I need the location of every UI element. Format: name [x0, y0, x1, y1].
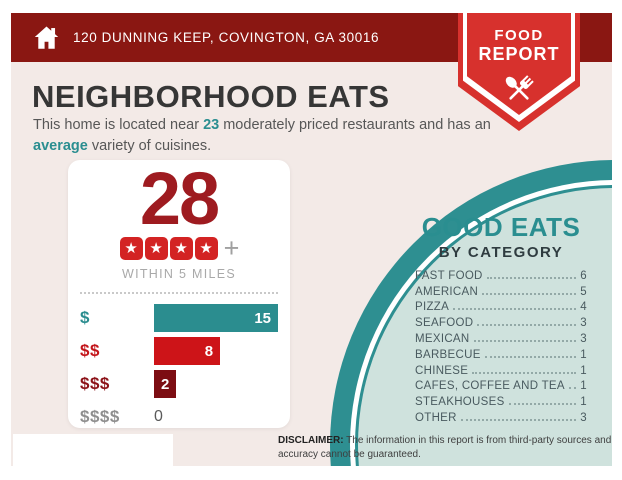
dot-leader	[486, 276, 577, 279]
dotted-divider	[80, 292, 278, 294]
page-title: NEIGHBORHOOD EATS	[32, 79, 390, 114]
radius-caption: WITHIN 5 MILES	[121, 267, 237, 281]
star-icon: ★	[144, 237, 168, 260]
good-eats-title: GOOD EATS	[421, 212, 581, 242]
disclaimer-label: DISCLAIMER:	[278, 435, 344, 446]
category-label: SEAFOOD	[415, 317, 474, 330]
category-label: FAST FOOD	[415, 269, 483, 282]
plus-glyph: +	[223, 233, 240, 263]
disclaimer-text: DISCLAIMER: The information in this repo…	[278, 434, 612, 461]
report-summary-text: This home is located near 23 moderately …	[33, 115, 495, 156]
report-panel: 120 DUNNING KEEP, COVINGTON, GA 30016 NE…	[11, 13, 612, 466]
price-tier-label: $$$$	[80, 407, 120, 426]
category-row: CHINESE 1	[415, 361, 587, 377]
category-label: STEAKHOUSES	[415, 396, 505, 409]
restaurant-stat-card: 28 ★ ★ ★ ★ + WITHIN 5 MILES $ 15 $$	[68, 160, 290, 428]
category-label: AMERICAN	[415, 285, 479, 298]
bar-value: 0	[154, 408, 163, 425]
property-address: 120 DUNNING KEEP, COVINGTON, GA 30016	[73, 30, 380, 45]
price-bar-row: $$$ 2	[80, 370, 278, 398]
category-row: OTHER 3	[415, 408, 587, 424]
dot-leader	[568, 387, 577, 390]
category-row: PIZZA 4	[415, 298, 587, 314]
price-tier-label: $	[80, 308, 90, 327]
restaurant-count-highlight: 23	[203, 117, 220, 133]
category-row: STEAKHOUSES 1	[415, 392, 587, 408]
star-icon: ★	[119, 237, 143, 260]
badge-line1: FOOD	[494, 27, 544, 44]
star-icon: ★	[169, 237, 193, 260]
price-tier-label: $$$	[80, 374, 110, 393]
category-count: 3	[580, 332, 587, 345]
home-icon	[34, 26, 59, 49]
bar-track: 0	[154, 403, 278, 431]
bar-value: 2	[160, 375, 170, 393]
bar: 15	[154, 304, 278, 332]
category-row: BARBECUE 1	[415, 345, 587, 361]
dot-leader	[484, 355, 577, 358]
price-tier-label: $$	[80, 341, 100, 360]
category-row: MEXICAN 3	[415, 329, 587, 345]
dot-leader	[508, 403, 577, 406]
price-tier-bar-chart: $ 15 $$ 8 $$$	[68, 294, 290, 431]
category-label: OTHER	[415, 411, 457, 424]
price-bar-row: $ 15	[80, 304, 278, 332]
disclaimer-body: The information in this report is from t…	[278, 435, 612, 460]
bar-track: 15	[154, 304, 278, 332]
good-eats-subtitle: BY CATEGORY	[438, 244, 564, 261]
category-count: 3	[580, 317, 587, 330]
star-rating: ★ ★ ★ ★ +	[68, 233, 290, 263]
badge-line2: REPORT	[478, 44, 560, 64]
bar-track: 2	[154, 370, 278, 398]
star-icon: ★	[194, 237, 218, 260]
bar-value: 8	[204, 342, 214, 360]
category-label: CAFES, COFFEE AND TEA	[415, 380, 565, 393]
category-count: 6	[580, 269, 587, 282]
category-row: AMERICAN 5	[415, 282, 587, 298]
summary-part1: This home is located near	[33, 117, 204, 133]
bar: 0	[154, 403, 163, 431]
dot-leader	[482, 292, 577, 295]
category-count: 4	[580, 301, 587, 314]
dot-leader	[477, 324, 577, 327]
category-label: PIZZA	[415, 301, 450, 314]
category-count: 1	[580, 348, 587, 361]
bar: 8	[154, 337, 221, 365]
star-tiles: ★ ★ ★ ★	[119, 237, 219, 260]
category-row: SEAFOOD 3	[415, 313, 587, 329]
bottom-left-white-block	[13, 434, 173, 466]
crossed-spoon-and-fork-icon	[505, 75, 534, 100]
summary-part2: moderately priced restaurants and has an	[219, 117, 491, 133]
category-count: 1	[580, 364, 587, 377]
category-row: CAFES, COFFEE AND TEA 1	[415, 377, 587, 393]
food-report-badge: FOOD REPORT	[458, 13, 580, 131]
bar: 2	[154, 370, 177, 398]
dot-leader	[473, 339, 577, 342]
category-label: CHINESE	[415, 364, 469, 377]
category-count: 1	[580, 396, 587, 409]
category-count: 3	[580, 411, 587, 424]
summary-part3: variety of cuisines.	[87, 137, 212, 154]
variety-highlight: average	[33, 137, 88, 154]
dot-leader	[472, 371, 577, 374]
price-bar-row: $$$$ 0	[80, 403, 278, 431]
good-eats-heading: GOOD EATS BY CATEGORY	[395, 212, 607, 261]
category-label: MEXICAN	[415, 332, 470, 345]
category-list: FAST FOOD 6 AMERICAN 5 PIZZA 4 SEAFOOD 3 MEX…	[415, 266, 587, 424]
category-count: 1	[580, 380, 587, 393]
category-label: BARBECUE	[415, 348, 481, 361]
dot-leader	[453, 308, 577, 311]
dot-leader	[460, 418, 577, 421]
category-row: FAST FOOD 6	[415, 266, 587, 282]
price-bar-row: $$ 8	[80, 337, 278, 365]
restaurant-count: 28	[139, 157, 220, 240]
bar-value: 15	[254, 309, 271, 327]
category-count: 5	[580, 285, 587, 298]
bar-track: 8	[154, 337, 278, 365]
